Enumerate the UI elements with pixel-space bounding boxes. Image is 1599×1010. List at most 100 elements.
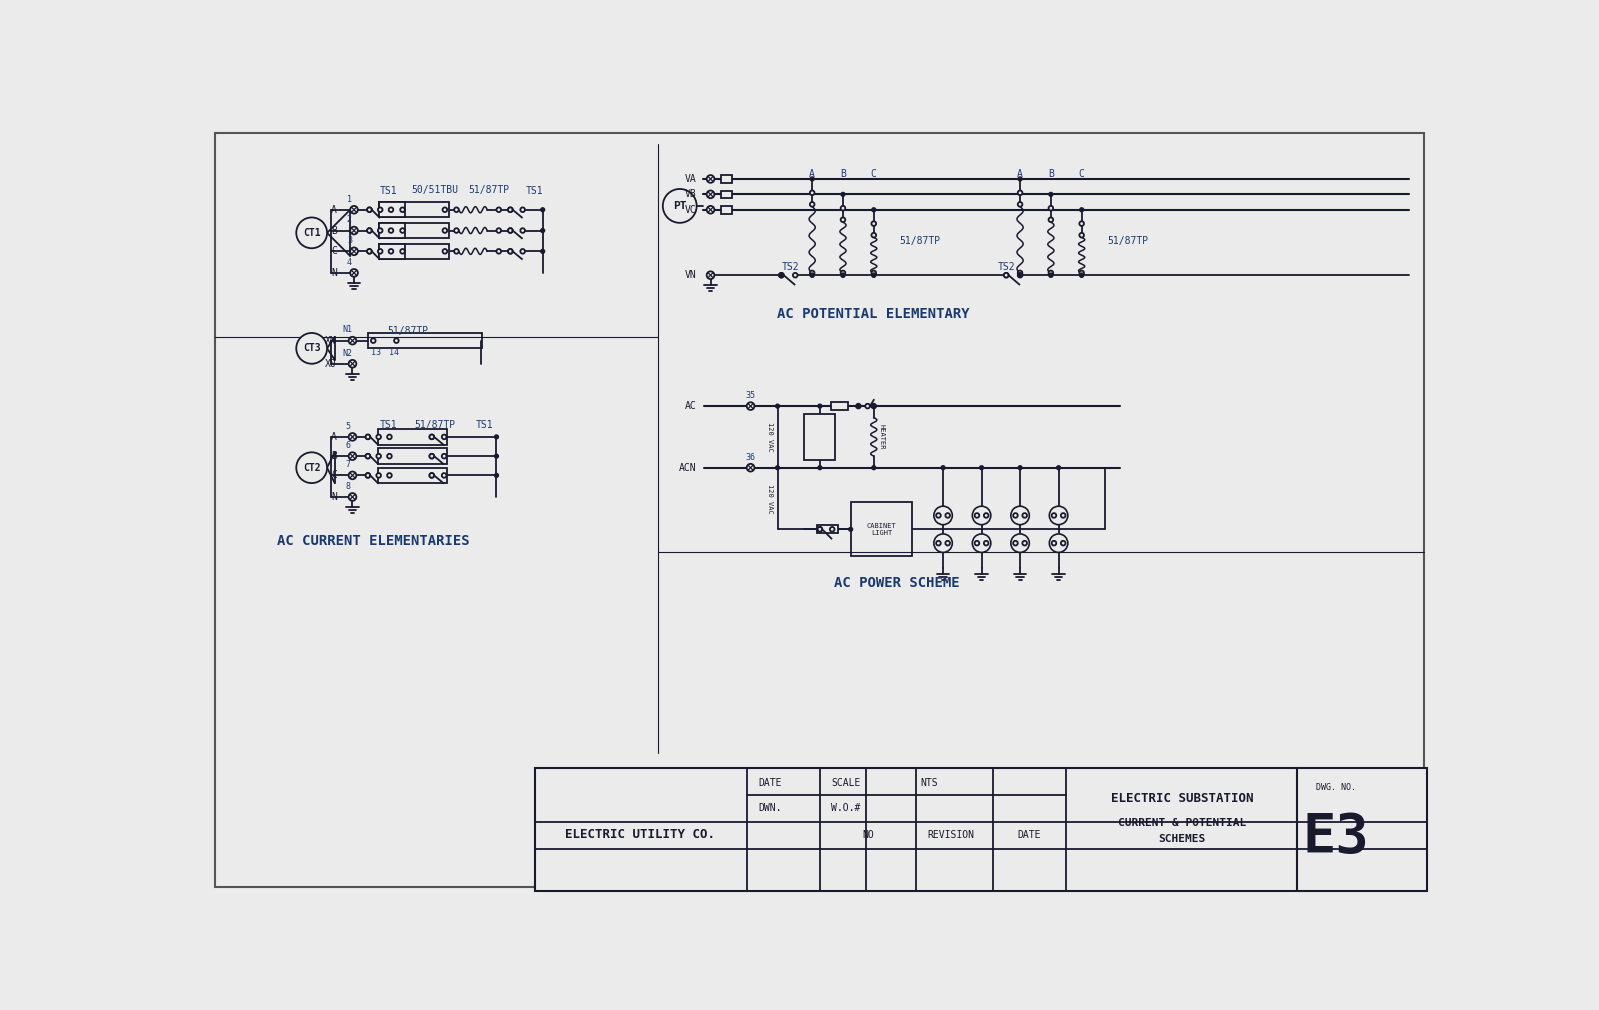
Circle shape bbox=[811, 177, 814, 181]
Text: B: B bbox=[1047, 169, 1054, 179]
Circle shape bbox=[368, 207, 371, 212]
Text: 51/87TP: 51/87TP bbox=[414, 420, 456, 430]
Circle shape bbox=[1004, 273, 1009, 278]
Circle shape bbox=[1049, 206, 1054, 210]
Circle shape bbox=[1079, 233, 1084, 237]
Circle shape bbox=[393, 338, 398, 343]
Circle shape bbox=[454, 249, 459, 254]
Text: C: C bbox=[331, 471, 337, 481]
Text: W.O.#: W.O.# bbox=[831, 803, 860, 813]
Text: 51/87TP: 51/87TP bbox=[899, 235, 940, 245]
Text: C: C bbox=[331, 246, 337, 257]
Circle shape bbox=[443, 249, 448, 254]
Text: CT1: CT1 bbox=[302, 228, 320, 237]
Circle shape bbox=[1079, 271, 1084, 275]
Text: A: A bbox=[331, 205, 337, 215]
Circle shape bbox=[841, 206, 846, 210]
Circle shape bbox=[496, 228, 500, 233]
Circle shape bbox=[935, 513, 940, 518]
Text: AC: AC bbox=[684, 401, 697, 411]
Circle shape bbox=[400, 207, 405, 212]
Circle shape bbox=[776, 466, 779, 470]
Circle shape bbox=[1049, 217, 1054, 222]
Text: ELECTRIC UTILITY CO.: ELECTRIC UTILITY CO. bbox=[566, 828, 715, 841]
Circle shape bbox=[508, 249, 513, 254]
Text: AC POTENTIAL ELEMENTARY: AC POTENTIAL ELEMENTARY bbox=[777, 307, 971, 321]
Bar bbox=[368, 333, 481, 348]
Bar bbox=[377, 448, 448, 464]
Circle shape bbox=[520, 207, 524, 212]
Circle shape bbox=[371, 338, 376, 343]
Circle shape bbox=[1049, 274, 1052, 277]
Bar bbox=[379, 243, 449, 259]
Circle shape bbox=[350, 226, 358, 234]
Text: VC: VC bbox=[684, 205, 697, 215]
Text: C: C bbox=[871, 169, 876, 179]
Circle shape bbox=[779, 273, 784, 278]
Circle shape bbox=[871, 404, 876, 408]
Circle shape bbox=[817, 527, 822, 531]
Text: A: A bbox=[1017, 169, 1023, 179]
Text: CURRENT & POTENTIAL: CURRENT & POTENTIAL bbox=[1118, 818, 1246, 828]
Text: B: B bbox=[331, 225, 337, 235]
Bar bbox=[377, 429, 448, 444]
Text: A: A bbox=[809, 169, 815, 179]
Text: TS1: TS1 bbox=[526, 186, 544, 196]
Text: CT2: CT2 bbox=[302, 463, 320, 473]
Text: VA: VA bbox=[684, 174, 697, 184]
Circle shape bbox=[841, 274, 844, 277]
Circle shape bbox=[1057, 466, 1060, 470]
Circle shape bbox=[1019, 274, 1022, 277]
Text: DWN.: DWN. bbox=[758, 803, 782, 813]
Circle shape bbox=[707, 175, 715, 183]
Circle shape bbox=[350, 247, 358, 256]
Text: ACN: ACN bbox=[680, 463, 697, 473]
Circle shape bbox=[1060, 513, 1065, 518]
Circle shape bbox=[945, 513, 950, 518]
Text: DWG. NO.: DWG. NO. bbox=[1316, 783, 1356, 792]
Circle shape bbox=[366, 434, 371, 439]
Text: HEATER: HEATER bbox=[878, 424, 884, 449]
Circle shape bbox=[377, 249, 382, 254]
Circle shape bbox=[540, 249, 545, 254]
Circle shape bbox=[368, 207, 371, 212]
Circle shape bbox=[508, 207, 513, 212]
Circle shape bbox=[1049, 534, 1068, 552]
Circle shape bbox=[841, 193, 844, 196]
Text: 35: 35 bbox=[745, 391, 756, 400]
Text: VN: VN bbox=[684, 271, 697, 280]
Circle shape bbox=[430, 473, 433, 478]
Circle shape bbox=[934, 506, 953, 524]
Circle shape bbox=[441, 434, 446, 439]
Circle shape bbox=[707, 206, 715, 213]
Circle shape bbox=[975, 540, 979, 545]
Circle shape bbox=[387, 473, 392, 478]
Text: 6: 6 bbox=[345, 441, 350, 450]
Text: 120 VAC: 120 VAC bbox=[768, 422, 772, 451]
Circle shape bbox=[811, 274, 814, 277]
Text: 2: 2 bbox=[347, 215, 352, 224]
Circle shape bbox=[1052, 540, 1057, 545]
Circle shape bbox=[1022, 513, 1027, 518]
Circle shape bbox=[389, 228, 393, 233]
Circle shape bbox=[377, 207, 382, 212]
Circle shape bbox=[443, 228, 448, 233]
Circle shape bbox=[1049, 193, 1052, 196]
Circle shape bbox=[819, 404, 822, 408]
Circle shape bbox=[400, 228, 405, 233]
Circle shape bbox=[849, 527, 852, 531]
Circle shape bbox=[494, 435, 499, 438]
Text: CABINET
LIGHT: CABINET LIGHT bbox=[867, 523, 897, 535]
Circle shape bbox=[779, 274, 784, 277]
Circle shape bbox=[1049, 271, 1054, 275]
Text: 36: 36 bbox=[745, 452, 756, 462]
Circle shape bbox=[1079, 274, 1084, 277]
Circle shape bbox=[496, 207, 500, 212]
Circle shape bbox=[983, 513, 988, 518]
Circle shape bbox=[496, 249, 500, 254]
Bar bbox=[536, 768, 1428, 891]
Text: TS1: TS1 bbox=[381, 420, 398, 430]
Circle shape bbox=[776, 404, 779, 408]
Circle shape bbox=[368, 249, 371, 254]
Text: E3: E3 bbox=[1303, 811, 1369, 864]
